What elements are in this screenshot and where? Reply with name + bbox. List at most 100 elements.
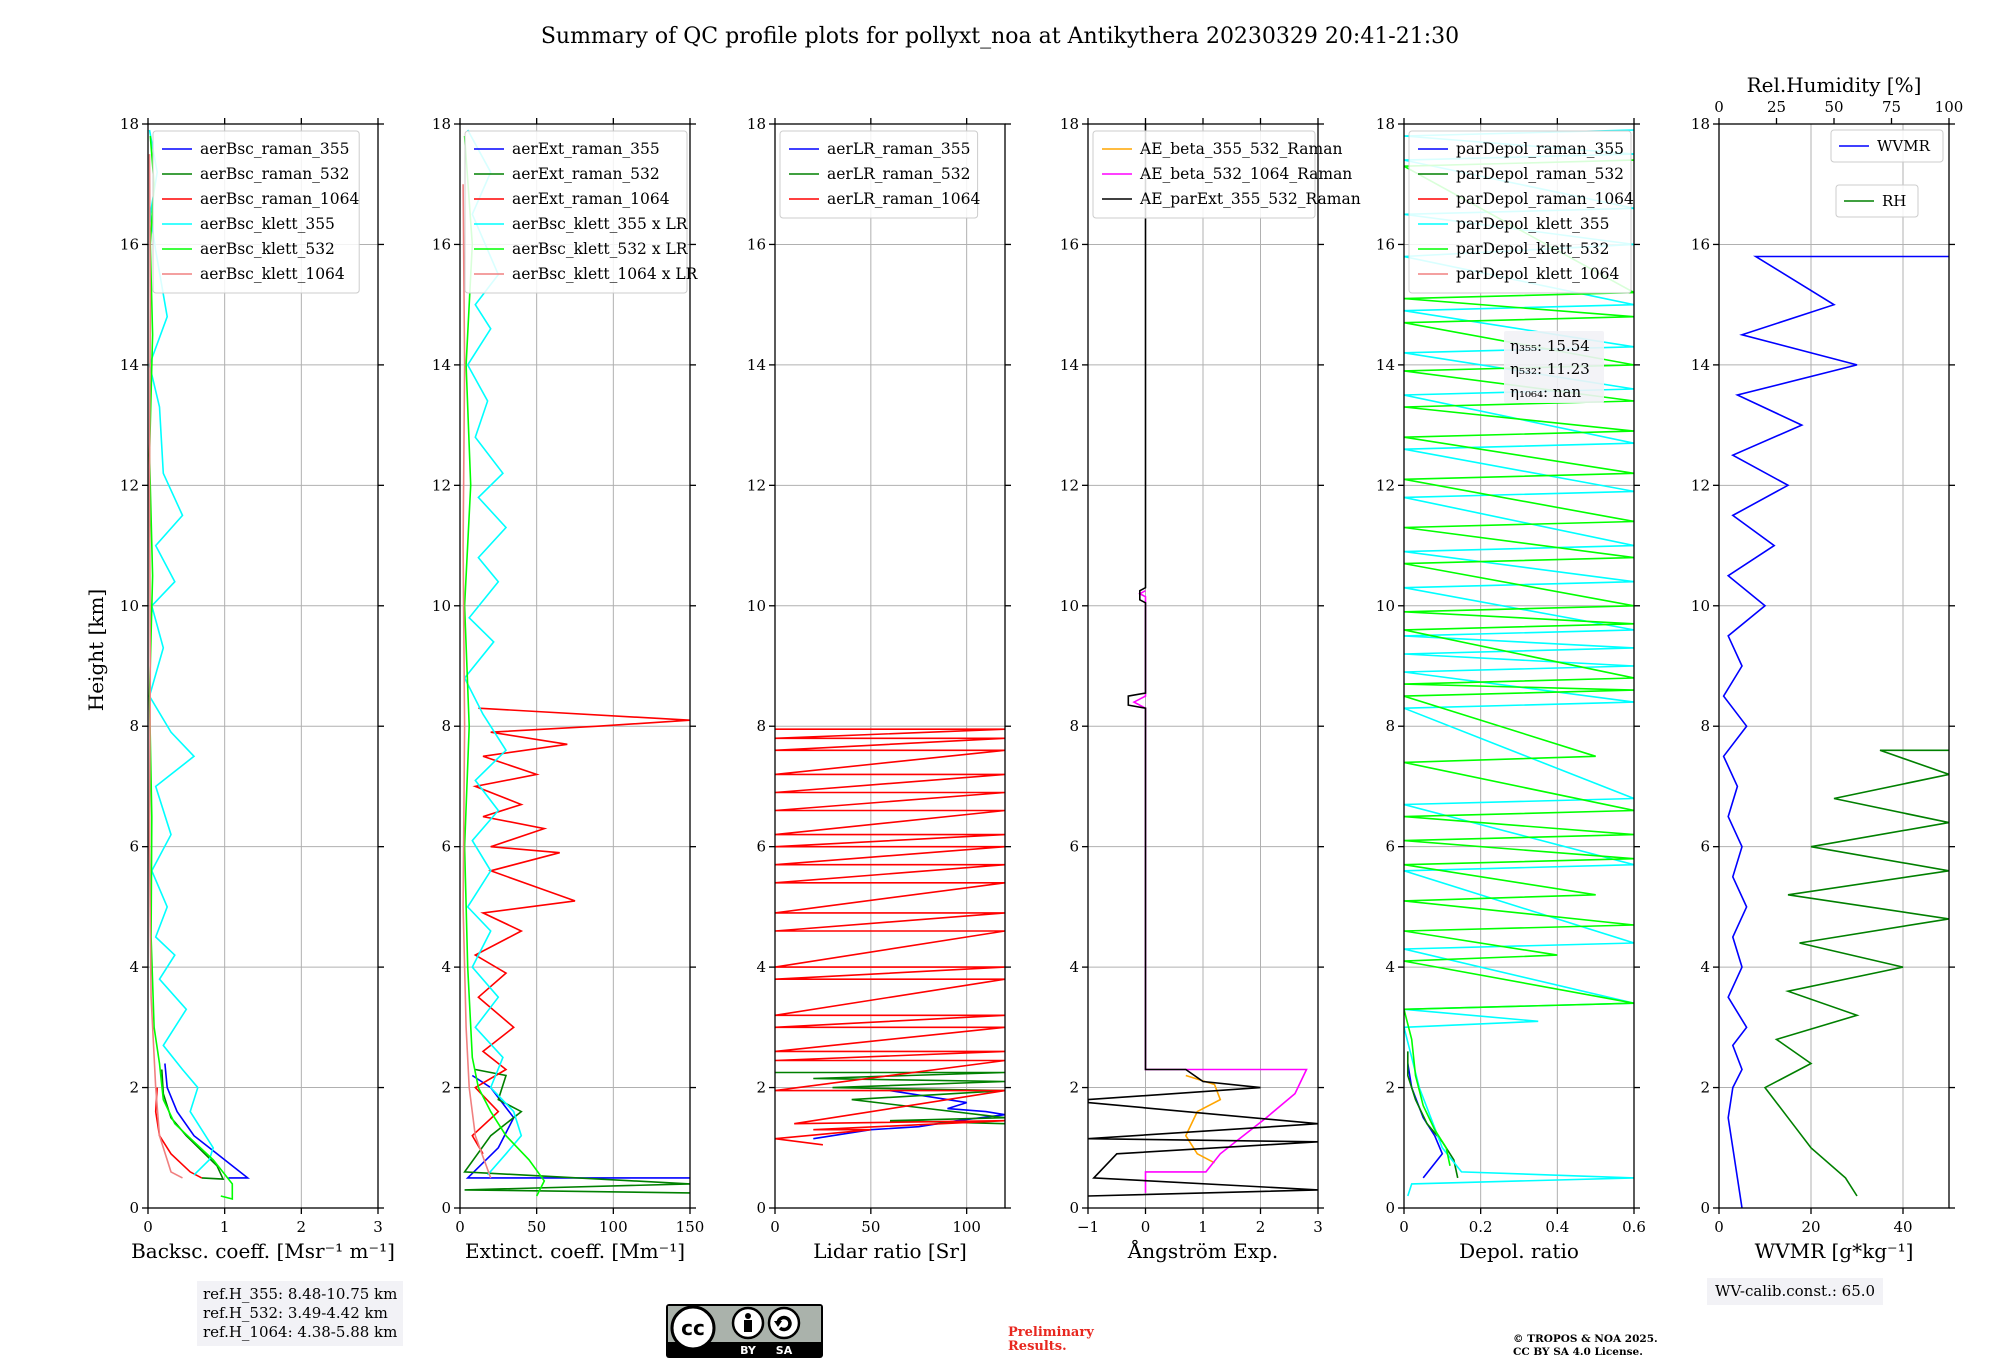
y-tick-label: 2 — [756, 1079, 766, 1097]
ref-height-1064: ref.H_1064: 4.38-5.88 km — [203, 1323, 398, 1341]
y-tick-label: 14 — [747, 356, 766, 374]
x-tick-label: 2 — [1256, 1218, 1266, 1236]
y-tick-label: 16 — [1691, 235, 1710, 253]
y-tick-label: 0 — [1700, 1199, 1710, 1217]
ref-height-532: ref.H_532: 3.49-4.42 km — [203, 1304, 388, 1322]
legend-box — [152, 130, 360, 294]
x-tick-label: 1 — [1198, 1218, 1208, 1236]
y-tick-label: 8 — [1385, 717, 1395, 735]
y-tick-label: 16 — [1376, 235, 1395, 253]
y-tick-label: 8 — [1700, 717, 1710, 735]
y-tick-label: 6 — [1385, 838, 1395, 856]
y-tick-label: 0 — [1069, 1199, 1079, 1217]
legend-label: aerBsc_raman_1064 — [200, 190, 360, 208]
series-line-aerBsc_raman_1064 — [154, 1087, 203, 1179]
x-tick-label: 50 — [527, 1218, 546, 1236]
x-tick-label: 100 — [599, 1218, 628, 1236]
y-tick-label: 0 — [1385, 1199, 1395, 1217]
x-tick-label: 0.4 — [1545, 1218, 1569, 1236]
series-line-aerBsc_klett_355 x LR — [463, 129, 523, 1176]
legend-box — [1408, 130, 1632, 294]
y-tick-label: 14 — [432, 356, 451, 374]
y-tick-label: 6 — [756, 838, 766, 856]
series-line-aerBsc_klett_1064 — [148, 154, 183, 1179]
x2-axis-label: Rel.Humidity [%] — [1747, 73, 1922, 97]
series-group — [775, 728, 1005, 1146]
x-axis-label: Backsc. coeff. [Msr⁻¹ m⁻¹] — [131, 1239, 395, 1263]
x-tick-label: 20 — [1801, 1218, 1820, 1236]
y-tick-label: 18 — [1060, 115, 1079, 133]
plot-frame — [1718, 123, 1950, 1209]
eta-annotation: η₁₀₆₄: nan — [1510, 383, 1581, 401]
y-tick-label: 10 — [1691, 597, 1710, 615]
x-tick-label: 0.6 — [1622, 1218, 1646, 1236]
legend-label: WVMR — [1877, 137, 1931, 155]
y-tick-label: 14 — [1060, 356, 1079, 374]
y-tick-label: 6 — [129, 838, 139, 856]
series-group — [148, 129, 251, 1201]
y-tick-label: 4 — [1069, 958, 1079, 976]
x-tick-label: 0 — [1399, 1218, 1409, 1236]
y-tick-label: 2 — [1700, 1079, 1710, 1097]
y-tick-label: 10 — [120, 597, 139, 615]
y-tick-label: 10 — [747, 597, 766, 615]
y-tick-label: 16 — [120, 235, 139, 253]
series-line-parDepol_klett_355 — [1404, 129, 1634, 1197]
legend-label: parDepol_klett_355 — [1456, 215, 1609, 233]
legend-label: parDepol_klett_532 — [1456, 240, 1609, 258]
x-tick-label: 0 — [455, 1218, 465, 1236]
x2-tick-label: 0 — [1714, 98, 1724, 116]
legend-label: aerLR_raman_1064 — [827, 190, 980, 208]
series-group — [462, 129, 690, 1197]
y-tick-label: 2 — [1069, 1079, 1079, 1097]
y-tick-label: 14 — [1376, 356, 1395, 374]
legend-label: AE_beta_355_532_Raman — [1139, 140, 1342, 158]
x2-tick-label: 100 — [1935, 98, 1964, 116]
plot-frame — [774, 123, 1006, 1209]
panel-5: 0 2 4 6 8 10 12 14 16 18 0 0.2 0.4 0.6 Depol. ratio par… — [1376, 115, 1646, 1263]
legend-label: aerBsc_klett_532 x LR — [512, 240, 689, 258]
y-tick-label: 14 — [120, 356, 139, 374]
y-tick-label: 10 — [432, 597, 451, 615]
series-line-aerExt_raman_532 — [463, 1068, 690, 1194]
y-tick-label: 4 — [1385, 958, 1395, 976]
x2-tick-label: 25 — [1767, 98, 1786, 116]
series-group — [1722, 255, 1949, 1208]
x-tick-label: 0 — [770, 1218, 780, 1236]
legend-label: aerBsc_klett_532 — [200, 240, 335, 258]
series-line-aerBsc_klett_1064 x LR — [462, 184, 492, 1179]
y-tick-label: 16 — [432, 235, 451, 253]
x-axis-label: Ångström Exp. — [1127, 1238, 1278, 1263]
series-line-AE_beta_355_532_Raman — [1184, 1074, 1222, 1164]
plot-frame — [147, 123, 379, 1209]
series-line-AE_beta_532_1064_Raman — [1132, 589, 1308, 1193]
series-line-aerBsc_raman_532 — [161, 1069, 225, 1180]
y-tick-label: 2 — [1385, 1079, 1395, 1097]
y-tick-label: 6 — [1069, 838, 1079, 856]
eta-annotation: η₅₃₂: 11.23 — [1510, 360, 1590, 378]
x-tick-label: 0 — [1714, 1218, 1724, 1236]
x-tick-label: 2 — [297, 1218, 307, 1236]
x-tick-label: 40 — [1893, 1218, 1912, 1236]
legend-label: parDepol_raman_1064 — [1456, 190, 1634, 208]
legend-label: aerBsc_klett_1064 — [200, 265, 345, 283]
x-axis-label: WVMR [g*kg⁻¹] — [1755, 1239, 1914, 1263]
y-tick-label: 2 — [441, 1079, 451, 1097]
x-axis-label: Lidar ratio [Sr] — [813, 1239, 967, 1263]
ref-height-355: ref.H_355: 8.48-10.75 km — [203, 1285, 398, 1303]
reference-heights-box: ref.H_355: 8.48-10.75 km ref.H_532: 3.49… — [197, 1281, 404, 1346]
y-tick-label: 0 — [756, 1199, 766, 1217]
y-tick-label: 16 — [1060, 235, 1079, 253]
preliminary-line-2: Results. — [1008, 1339, 1067, 1354]
y-tick-label: 12 — [1060, 476, 1079, 494]
panel-2: 0 2 4 6 8 10 12 14 16 18 0 50 100 150 Extinct. coeff. … — [432, 115, 704, 1263]
y-tick-label: 10 — [1376, 597, 1395, 615]
plot-frame — [1403, 123, 1635, 1209]
legend-label: parDepol_raman_532 — [1456, 165, 1624, 183]
x-tick-label: 3 — [1313, 1218, 1323, 1236]
cc-by-text: BY — [740, 1344, 757, 1357]
